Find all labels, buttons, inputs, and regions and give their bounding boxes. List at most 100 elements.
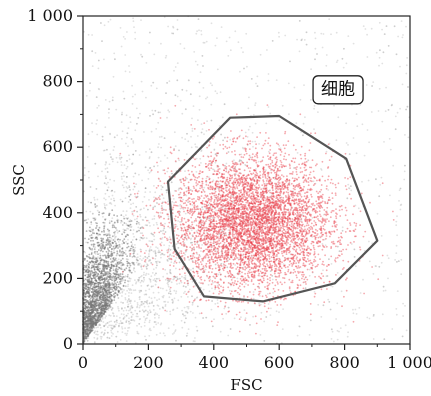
background-point xyxy=(104,126,107,129)
debris-point xyxy=(88,253,91,256)
background-point xyxy=(313,128,315,131)
background-point xyxy=(183,306,186,309)
debris-point xyxy=(106,276,108,279)
background-point xyxy=(166,310,168,313)
background-point xyxy=(176,95,179,98)
debris-point xyxy=(104,218,107,221)
background-point xyxy=(375,265,377,268)
background-point xyxy=(149,191,152,193)
background-point xyxy=(235,217,238,219)
background-point xyxy=(170,181,173,184)
background-point xyxy=(178,193,181,196)
background-point xyxy=(303,39,306,41)
debris-point xyxy=(136,259,139,262)
background-point xyxy=(96,107,99,109)
debris-point xyxy=(95,263,98,266)
background-point xyxy=(322,304,325,307)
background-point xyxy=(134,172,137,175)
background-point xyxy=(140,248,142,251)
background-point xyxy=(141,232,144,235)
background-point xyxy=(185,286,187,288)
debris-point xyxy=(83,219,86,222)
debris-point xyxy=(93,288,96,291)
background-point xyxy=(109,133,111,136)
debris-point xyxy=(103,227,105,230)
background-point xyxy=(313,107,315,110)
background-point xyxy=(145,301,148,304)
debris-point xyxy=(112,269,115,271)
gated-point xyxy=(313,260,315,263)
debris-point xyxy=(127,234,129,237)
background-point xyxy=(164,154,166,157)
background-point xyxy=(186,132,188,135)
background-point xyxy=(127,280,130,283)
debris-point xyxy=(112,245,115,248)
debris-point xyxy=(96,312,99,314)
debris-point xyxy=(112,290,114,293)
background-point xyxy=(116,341,119,343)
debris-point xyxy=(110,265,113,268)
background-point xyxy=(150,297,153,300)
background-point xyxy=(267,106,270,108)
background-point xyxy=(381,62,384,65)
background-point xyxy=(352,137,355,139)
background-point xyxy=(145,96,147,99)
background-point xyxy=(99,324,101,326)
background-point xyxy=(265,241,268,243)
background-point xyxy=(175,339,177,342)
background-point xyxy=(237,41,240,44)
background-point xyxy=(126,160,128,162)
background-point xyxy=(309,319,312,322)
background-point xyxy=(177,247,180,249)
debris-point xyxy=(117,276,120,279)
background-point xyxy=(220,26,223,28)
gated-point xyxy=(248,148,251,151)
background-point xyxy=(247,128,250,131)
debris-point xyxy=(105,234,108,237)
background-point xyxy=(104,168,107,170)
background-point xyxy=(233,167,236,170)
debris-point xyxy=(90,321,93,324)
gated-point xyxy=(310,177,312,180)
debris-point xyxy=(122,241,125,244)
background-point xyxy=(133,267,136,270)
debris-point xyxy=(99,256,102,259)
background-point xyxy=(200,149,203,152)
background-point xyxy=(155,260,158,263)
background-point xyxy=(113,234,116,237)
debris-point xyxy=(92,245,95,247)
background-point xyxy=(147,219,150,222)
background-point xyxy=(157,251,160,254)
background-point xyxy=(127,305,130,308)
background-point xyxy=(396,234,398,237)
background-point xyxy=(117,258,120,261)
background-point xyxy=(340,290,343,293)
background-point xyxy=(172,323,175,326)
background-point xyxy=(111,96,114,99)
background-point xyxy=(278,35,280,38)
background-point xyxy=(256,232,258,235)
background-point xyxy=(169,293,172,295)
gated-point xyxy=(334,192,337,195)
debris-point xyxy=(92,296,95,299)
background-point xyxy=(247,221,250,224)
background-point xyxy=(148,221,151,224)
background-point xyxy=(387,45,390,47)
background-point xyxy=(298,50,301,53)
background-point xyxy=(126,187,129,190)
debris-point xyxy=(87,299,89,302)
background-point xyxy=(233,159,235,162)
background-point xyxy=(108,100,111,103)
debris-point xyxy=(101,296,104,298)
background-point xyxy=(330,328,333,331)
background-point xyxy=(90,223,93,226)
background-point xyxy=(158,251,161,254)
debris-point xyxy=(111,299,113,302)
debris-point xyxy=(115,227,117,229)
background-point xyxy=(387,257,390,260)
background-point xyxy=(187,201,190,204)
background-point xyxy=(95,123,98,125)
background-point xyxy=(129,189,131,191)
background-point xyxy=(100,336,103,338)
debris-point xyxy=(108,246,111,249)
